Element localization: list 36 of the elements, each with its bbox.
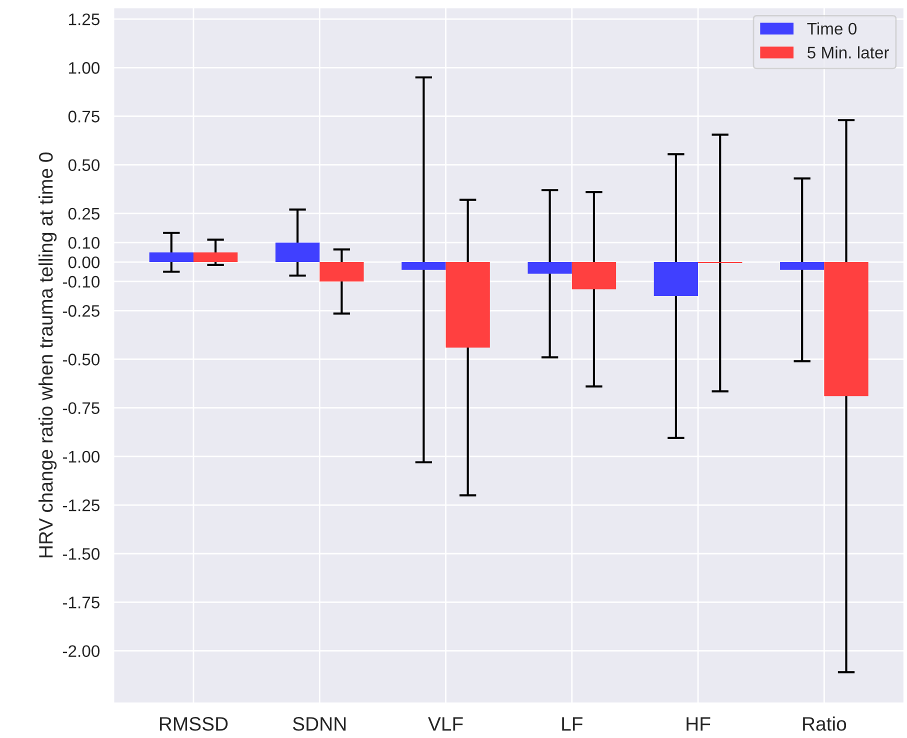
x-tick-label: LF [562, 717, 582, 731]
y-tick-label: -0.25 [62, 305, 100, 317]
y-tick-label: 0.50 [68, 159, 100, 172]
y-tick-label: 0.75 [68, 110, 100, 122]
legend-label: Time 0 [807, 22, 857, 35]
y-tick-label: -0.50 [62, 354, 100, 366]
y-tick-label: -1.75 [62, 596, 100, 608]
x-tick-label: VLF [428, 717, 463, 731]
legend-label: 5 Min. later [808, 46, 890, 58]
y-tick-label: -1.50 [62, 548, 100, 560]
x-tick-label: HF [686, 717, 710, 731]
bar [320, 262, 364, 282]
x-tick-label: Ratio [803, 716, 846, 731]
bar [149, 252, 194, 262]
y-tick-label: 0.10 [68, 237, 100, 249]
x-tick-label: RMSSD [160, 717, 228, 731]
bar [528, 262, 572, 274]
y-tick-label: -0.75 [62, 402, 100, 414]
y-tick-label: 0.25 [68, 208, 100, 220]
y-tick-label: 1.25 [69, 13, 100, 26]
y-tick-label: 1.00 [69, 62, 100, 74]
y-tick-label: -2.00 [62, 645, 100, 658]
bar [780, 262, 824, 270]
y-tick-label: -1.00 [62, 450, 100, 463]
y-tick-label: 0.00 [68, 256, 100, 268]
y-axis-title: HRV change ratio when trauma telling at time 0 [38, 152, 57, 558]
x-tick-label: SDNN [292, 717, 346, 731]
y-tick-label: -1.25 [62, 499, 100, 512]
bar [275, 242, 320, 262]
bar [402, 262, 446, 270]
y-tick-label: -0.10 [62, 276, 100, 288]
bar [654, 262, 698, 296]
bar [193, 252, 238, 262]
bar [824, 262, 868, 396]
bar [572, 262, 616, 290]
bar [446, 262, 490, 348]
